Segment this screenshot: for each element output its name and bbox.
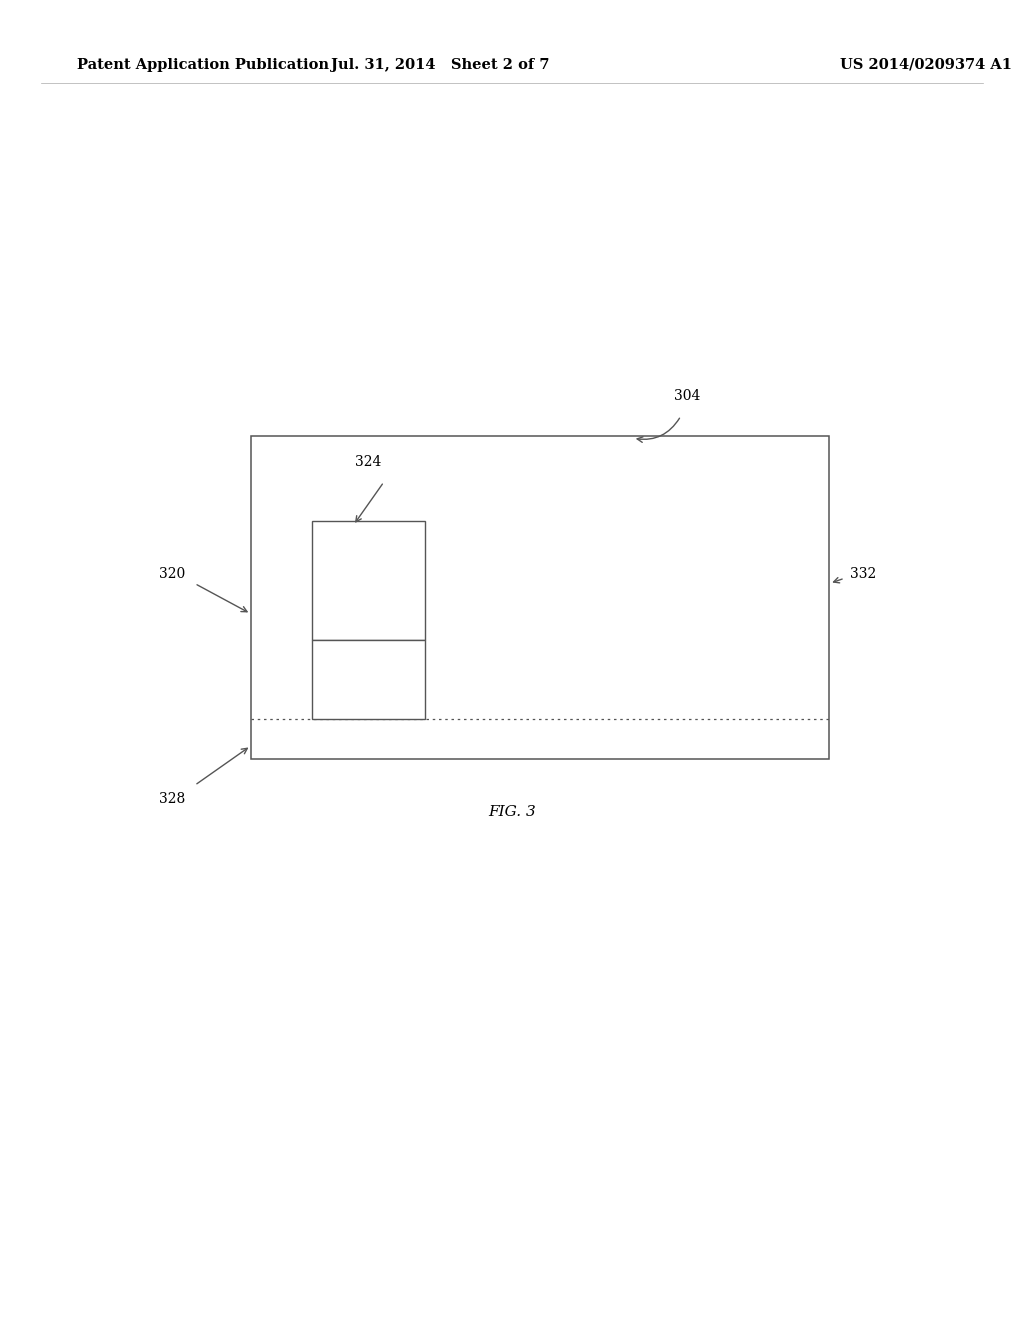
Bar <box>312 521 425 640</box>
Text: 320: 320 <box>159 568 185 581</box>
Text: Patent Application Publication: Patent Application Publication <box>77 58 329 71</box>
Text: US 2014/0209374 A1: US 2014/0209374 A1 <box>840 58 1012 71</box>
Text: 324: 324 <box>355 454 382 469</box>
Text: 328: 328 <box>159 792 185 805</box>
Text: 304: 304 <box>674 388 700 403</box>
Bar <box>251 436 829 759</box>
Text: Jul. 31, 2014   Sheet 2 of 7: Jul. 31, 2014 Sheet 2 of 7 <box>331 58 550 71</box>
Text: 332: 332 <box>850 568 877 581</box>
Bar <box>312 640 425 719</box>
Text: FIG. 3: FIG. 3 <box>488 805 536 818</box>
